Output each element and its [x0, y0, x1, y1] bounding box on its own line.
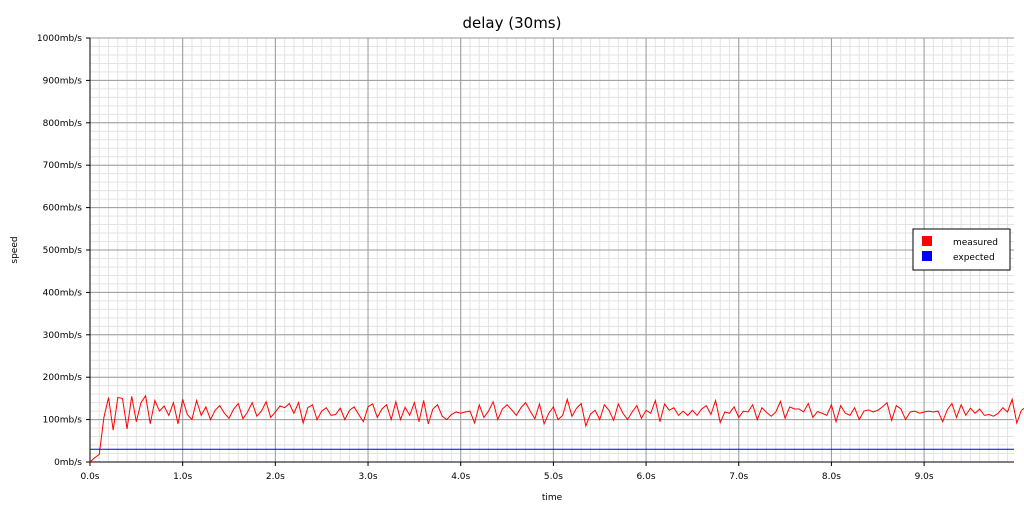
- y-tick-label: 400mb/s: [43, 288, 83, 298]
- y-tick-label: 600mb/s: [43, 204, 83, 214]
- x-tick-label: 3.0s: [359, 472, 378, 482]
- y-tick-label: 100mb/s: [43, 416, 83, 426]
- y-tick-label: 700mb/s: [43, 161, 83, 171]
- legend-box: [912, 228, 1011, 271]
- series-line-measured: [89, 394, 1024, 463]
- y-tick-label: 800mb/s: [43, 119, 83, 129]
- y-axis-label: speed: [10, 236, 20, 263]
- legend: measured expected: [912, 228, 1011, 271]
- y-tick-label: 500mb/s: [43, 246, 83, 256]
- y-tick-label: 200mb/s: [43, 373, 83, 383]
- legend-swatch-expected: [922, 251, 932, 261]
- x-tick-label: 5.0s: [544, 472, 563, 482]
- x-tick-label: 6.0s: [637, 472, 656, 482]
- legend-swatch-measured: [922, 236, 932, 246]
- legend-label-expected: expected: [953, 253, 995, 263]
- x-tick-label: 4.0s: [451, 472, 470, 482]
- y-tick-label: 1000mb/s: [37, 34, 82, 44]
- x-tick-label: 7.0s: [729, 472, 748, 482]
- x-tick-label: 9.0s: [915, 472, 934, 482]
- x-tick-label: 8.0s: [822, 472, 841, 482]
- y-tick-label: 0mb/s: [54, 458, 82, 468]
- x-tick-label: 1.0s: [173, 472, 192, 482]
- y-tick-label: 300mb/s: [43, 331, 83, 341]
- x-tick-label: 2.0s: [266, 472, 285, 482]
- y-tick-label: 900mb/s: [43, 76, 83, 86]
- x-tick-label: 0.0s: [80, 472, 99, 482]
- x-axis-label: time: [542, 493, 563, 503]
- legend-label-measured: measured: [953, 238, 998, 248]
- chart-title: delay (30ms): [463, 14, 562, 32]
